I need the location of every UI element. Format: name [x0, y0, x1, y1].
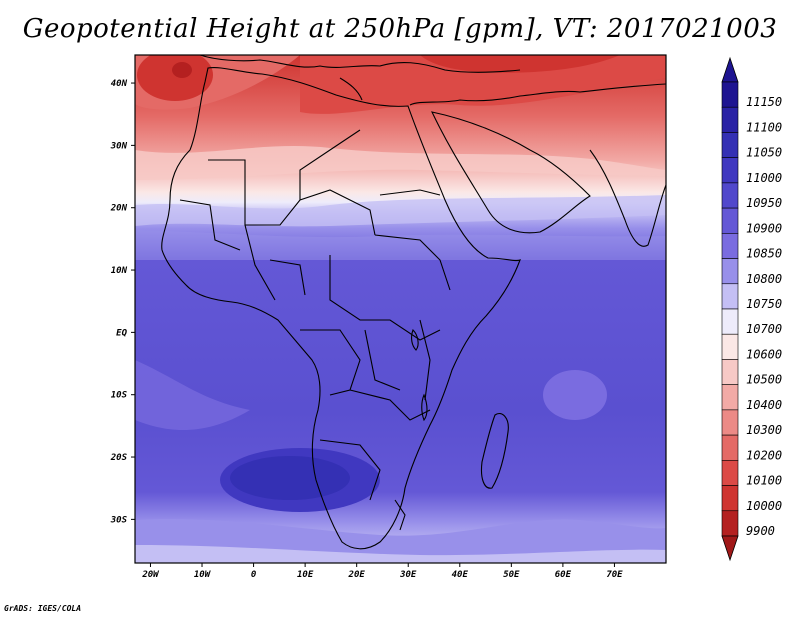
lat-label: 30N — [110, 141, 128, 151]
colorbar: 11150 11100 11050 11000 10950 10900 10850 10800… — [721, 56, 782, 562]
lon-label: 20E — [348, 570, 366, 580]
lat-label: EQ — [116, 328, 127, 338]
colorbar-label: 11050 — [746, 146, 782, 160]
colorbar-label: 9900 — [746, 524, 775, 538]
lat-label: 30S — [110, 515, 128, 525]
footer-credit: GrADS: IGES/COLA — [4, 604, 82, 613]
colorbar-label: 11150 — [746, 95, 782, 109]
colorbar-label: 10200 — [746, 448, 782, 462]
colorbar-swatch — [721, 106, 739, 133]
lon-label: 50E — [503, 570, 520, 580]
colorbar-label: 10400 — [746, 398, 782, 412]
lon-label: 30E — [399, 570, 417, 580]
longitude-axis: 20W 10W 0 10E 20E 30E 40E 50E 60E 70E — [141, 563, 623, 580]
colorbar-swatch — [721, 207, 739, 234]
colorbar-swatch — [721, 233, 739, 259]
colorbar-label: 10500 — [746, 373, 782, 387]
lat-label: 40N — [111, 79, 128, 89]
colorbar-label: 10000 — [746, 499, 782, 513]
colorbar-label: 11000 — [746, 171, 782, 185]
lon-label: 10E — [297, 570, 314, 580]
lon-label: 70E — [606, 570, 623, 580]
colorbar-label: 10900 — [746, 221, 782, 235]
colorbar-bottom-arrow — [721, 535, 739, 562]
lat-label: 20N — [110, 204, 128, 214]
colorbar-swatch — [721, 157, 739, 184]
africa-coastline — [161, 55, 666, 550]
colorbar-swatch — [721, 132, 739, 158]
lat-label: 10S — [111, 391, 128, 401]
latitude-axis: 40N 30N 20N 10N EQ 10S 20S 30S — [110, 79, 135, 525]
map-frame — [134, 54, 667, 564]
colorbar-label: 10700 — [746, 322, 782, 336]
lon-label: 60E — [555, 570, 572, 580]
colorbar-label: 10100 — [746, 474, 782, 488]
colorbar-swatch — [721, 510, 739, 537]
lon-label: 10W — [194, 570, 212, 580]
colorbar-swatch — [721, 409, 739, 436]
lon-label: 40E — [452, 570, 469, 580]
lon-label: 20W — [141, 570, 160, 580]
colorbar-label: 10850 — [746, 247, 782, 261]
colorbar-label: 11100 — [746, 120, 782, 134]
colorbar-swatch — [721, 333, 739, 360]
colorbar-swatch — [721, 258, 739, 285]
colorbar-swatch — [721, 434, 739, 461]
colorbar-swatch — [721, 182, 739, 209]
colorbar-swatch — [721, 81, 739, 108]
colorbar-label: 10600 — [746, 347, 782, 361]
colorbar-swatch — [721, 283, 739, 310]
colorbar-label: 10950 — [746, 196, 782, 210]
colorbar-label: 10750 — [746, 297, 782, 311]
lat-label: 20S — [110, 453, 128, 463]
colorbar-swatch — [721, 384, 739, 411]
lon-label: 0 — [251, 570, 257, 580]
height-field — [135, 55, 666, 563]
colorbar-label: 10300 — [746, 423, 782, 437]
colorbar-label: 10800 — [746, 272, 782, 286]
colorbar-swatch — [721, 359, 739, 385]
colorbar-top-arrow — [721, 56, 739, 83]
map-title: Geopotential Height at 250hPa [gpm], VT:… — [22, 14, 778, 44]
colorbar-swatch — [721, 485, 739, 512]
colorbar-swatch — [721, 308, 739, 335]
lat-label: 10N — [111, 266, 128, 276]
colorbar-swatch — [721, 460, 739, 486]
